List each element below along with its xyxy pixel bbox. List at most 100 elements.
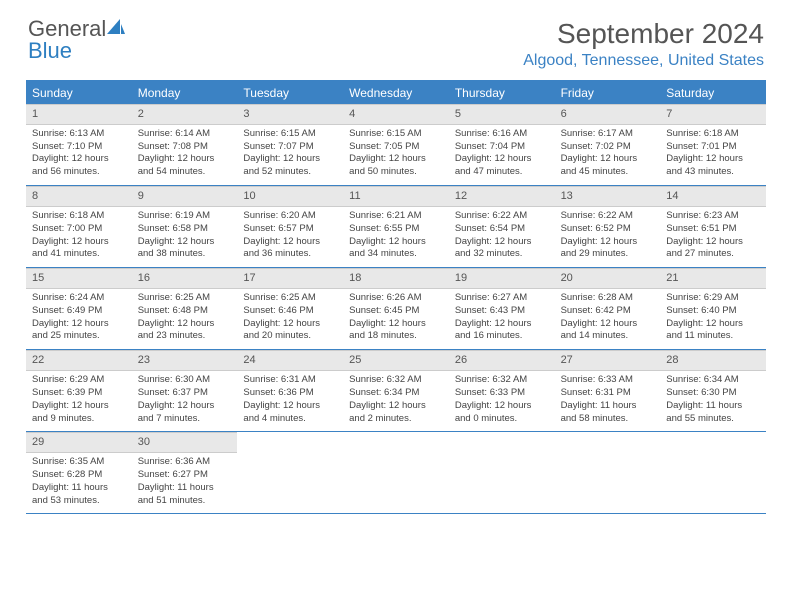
- sunrise-line: Sunrise: 6:29 AM: [666, 292, 760, 305]
- daylight-line: Daylight: 12 hours and 27 minutes.: [666, 236, 760, 262]
- daylight-line: Daylight: 11 hours and 58 minutes.: [561, 400, 655, 426]
- day-body: Sunrise: 6:29 AMSunset: 6:39 PMDaylight:…: [26, 374, 132, 425]
- day-body: Sunrise: 6:15 AMSunset: 7:07 PMDaylight:…: [237, 128, 343, 179]
- sunset-line: Sunset: 6:45 PM: [349, 305, 443, 318]
- week-row: 8Sunrise: 6:18 AMSunset: 7:00 PMDaylight…: [26, 186, 766, 268]
- day-body: Sunrise: 6:28 AMSunset: 6:42 PMDaylight:…: [555, 292, 661, 343]
- sunset-line: Sunset: 7:04 PM: [455, 141, 549, 154]
- logo-sail-icon: [106, 18, 126, 36]
- day-body: Sunrise: 6:19 AMSunset: 6:58 PMDaylight:…: [132, 210, 238, 261]
- day-number: 27: [555, 350, 661, 371]
- sunset-line: Sunset: 6:43 PM: [455, 305, 549, 318]
- day-24: 24Sunrise: 6:31 AMSunset: 6:36 PMDayligh…: [237, 350, 343, 431]
- daylight-line: Daylight: 12 hours and 47 minutes.: [455, 153, 549, 179]
- location: Algood, Tennessee, United States: [523, 52, 764, 70]
- weekday-wednesday: Wednesday: [343, 82, 449, 104]
- daylight-line: Daylight: 12 hours and 23 minutes.: [138, 318, 232, 344]
- weekday-sunday: Sunday: [26, 82, 132, 104]
- daylight-line: Daylight: 12 hours and 45 minutes.: [561, 153, 655, 179]
- day-5: 5 Sunrise: 6:16 AMSunset: 7:04 PMDaylight…: [449, 104, 555, 185]
- daylight-line: Daylight: 12 hours and 29 minutes.: [561, 236, 655, 262]
- day-13: 13Sunrise: 6:22 AMSunset: 6:52 PMDayligh…: [555, 186, 661, 267]
- sunset-line: Sunset: 6:37 PM: [138, 387, 232, 400]
- day-12: 12Sunrise: 6:22 AMSunset: 6:54 PMDayligh…: [449, 186, 555, 267]
- day-number: 19: [449, 268, 555, 289]
- sunrise-line: Sunrise: 6:20 AM: [243, 210, 337, 223]
- day-number: 5: [449, 104, 555, 125]
- sunrise-line: Sunrise: 6:35 AM: [32, 456, 126, 469]
- sunrise-line: Sunrise: 6:25 AM: [243, 292, 337, 305]
- sunrise-line: Sunrise: 6:23 AM: [666, 210, 760, 223]
- sunrise-line: Sunrise: 6:18 AM: [32, 210, 126, 223]
- day-number: 4: [343, 104, 449, 125]
- sunset-line: Sunset: 7:08 PM: [138, 141, 232, 154]
- day-body: Sunrise: 6:13 AMSunset: 7:10 PMDaylight:…: [26, 128, 132, 179]
- sunset-line: Sunset: 6:58 PM: [138, 223, 232, 236]
- day-9: 9Sunrise: 6:19 AMSunset: 6:58 PMDaylight…: [132, 186, 238, 267]
- daylight-line: Daylight: 12 hours and 56 minutes.: [32, 153, 126, 179]
- day-empty: [449, 432, 555, 513]
- day-29: 29Sunrise: 6:35 AMSunset: 6:28 PMDayligh…: [26, 432, 132, 513]
- day-body: Sunrise: 6:22 AMSunset: 6:54 PMDaylight:…: [449, 210, 555, 261]
- day-number: 28: [660, 350, 766, 371]
- sunset-line: Sunset: 6:52 PM: [561, 223, 655, 236]
- day-number: 7: [660, 104, 766, 125]
- day-number: 6: [555, 104, 661, 125]
- sunrise-line: Sunrise: 6:28 AM: [561, 292, 655, 305]
- daylight-line: Daylight: 12 hours and 50 minutes.: [349, 153, 443, 179]
- weekday-thursday: Thursday: [449, 82, 555, 104]
- sunset-line: Sunset: 7:07 PM: [243, 141, 337, 154]
- day-19: 19 Sunrise: 6:27 AMSunset: 6:43 PMDayligh…: [449, 268, 555, 349]
- day-number: 29: [26, 432, 132, 453]
- sunset-line: Sunset: 6:28 PM: [32, 469, 126, 482]
- day-14: 14Sunrise: 6:23 AMSunset: 6:51 PMDayligh…: [660, 186, 766, 267]
- week-row: 15Sunrise: 6:24 AMSunset: 6:49 PMDayligh…: [26, 268, 766, 350]
- day-number: 13: [555, 186, 661, 207]
- day-number: 1: [26, 104, 132, 125]
- day-body: Sunrise: 6:21 AMSunset: 6:55 PMDaylight:…: [343, 210, 449, 261]
- day-body: Sunrise: 6:20 AMSunset: 6:57 PMDaylight:…: [237, 210, 343, 261]
- daylight-line: Daylight: 12 hours and 25 minutes.: [32, 318, 126, 344]
- daylight-line: Daylight: 12 hours and 52 minutes.: [243, 153, 337, 179]
- day-body: Sunrise: 6:15 AMSunset: 7:05 PMDaylight:…: [343, 128, 449, 179]
- day-body: Sunrise: 6:34 AMSunset: 6:30 PMDaylight:…: [660, 374, 766, 425]
- day-number: 16: [132, 268, 238, 289]
- daylight-line: Daylight: 12 hours and 34 minutes.: [349, 236, 443, 262]
- day-body: Sunrise: 6:30 AMSunset: 6:37 PMDaylight:…: [132, 374, 238, 425]
- daylight-line: Daylight: 12 hours and 0 minutes.: [455, 400, 549, 426]
- day-body: Sunrise: 6:16 AMSunset: 7:04 PMDaylight:…: [449, 128, 555, 179]
- day-body: Sunrise: 6:31 AMSunset: 6:36 PMDaylight:…: [237, 374, 343, 425]
- sunrise-line: Sunrise: 6:34 AM: [666, 374, 760, 387]
- day-4: 4 Sunrise: 6:15 AMSunset: 7:05 PMDaylight…: [343, 104, 449, 185]
- sunset-line: Sunset: 6:34 PM: [349, 387, 443, 400]
- day-3: 3Sunrise: 6:15 AMSunset: 7:07 PMDaylight…: [237, 104, 343, 185]
- day-number: 10: [237, 186, 343, 207]
- daylight-line: Daylight: 11 hours and 51 minutes.: [138, 482, 232, 508]
- weekday-tuesday: Tuesday: [237, 82, 343, 104]
- day-empty: [555, 432, 661, 513]
- weekday-row: SundayMondayTuesdayWednesdayThursdayFrid…: [26, 82, 766, 104]
- day-empty: [343, 432, 449, 513]
- day-body: Sunrise: 6:24 AMSunset: 6:49 PMDaylight:…: [26, 292, 132, 343]
- day-body: Sunrise: 6:27 AMSunset: 6:43 PMDaylight:…: [449, 292, 555, 343]
- sunrise-line: Sunrise: 6:36 AM: [138, 456, 232, 469]
- daylight-line: Daylight: 11 hours and 55 minutes.: [666, 400, 760, 426]
- weekday-saturday: Saturday: [660, 82, 766, 104]
- sunset-line: Sunset: 6:49 PM: [32, 305, 126, 318]
- day-25: 25Sunrise: 6:32 AMSunset: 6:34 PMDayligh…: [343, 350, 449, 431]
- day-body: Sunrise: 6:25 AMSunset: 6:48 PMDaylight:…: [132, 292, 238, 343]
- day-number: 11: [343, 186, 449, 207]
- sunset-line: Sunset: 6:46 PM: [243, 305, 337, 318]
- sunset-line: Sunset: 6:33 PM: [455, 387, 549, 400]
- day-number: 30: [132, 432, 238, 453]
- sunrise-line: Sunrise: 6:32 AM: [455, 374, 549, 387]
- logo-text-2: Blue: [28, 38, 72, 63]
- day-number: 23: [132, 350, 238, 371]
- day-11: 11 Sunrise: 6:21 AMSunset: 6:55 PMDayligh…: [343, 186, 449, 267]
- sunset-line: Sunset: 6:51 PM: [666, 223, 760, 236]
- day-26: 26Sunrise: 6:32 AMSunset: 6:33 PMDayligh…: [449, 350, 555, 431]
- sunset-line: Sunset: 7:00 PM: [32, 223, 126, 236]
- day-body: Sunrise: 6:18 AMSunset: 7:01 PMDaylight:…: [660, 128, 766, 179]
- sunrise-line: Sunrise: 6:26 AM: [349, 292, 443, 305]
- sunrise-line: Sunrise: 6:25 AM: [138, 292, 232, 305]
